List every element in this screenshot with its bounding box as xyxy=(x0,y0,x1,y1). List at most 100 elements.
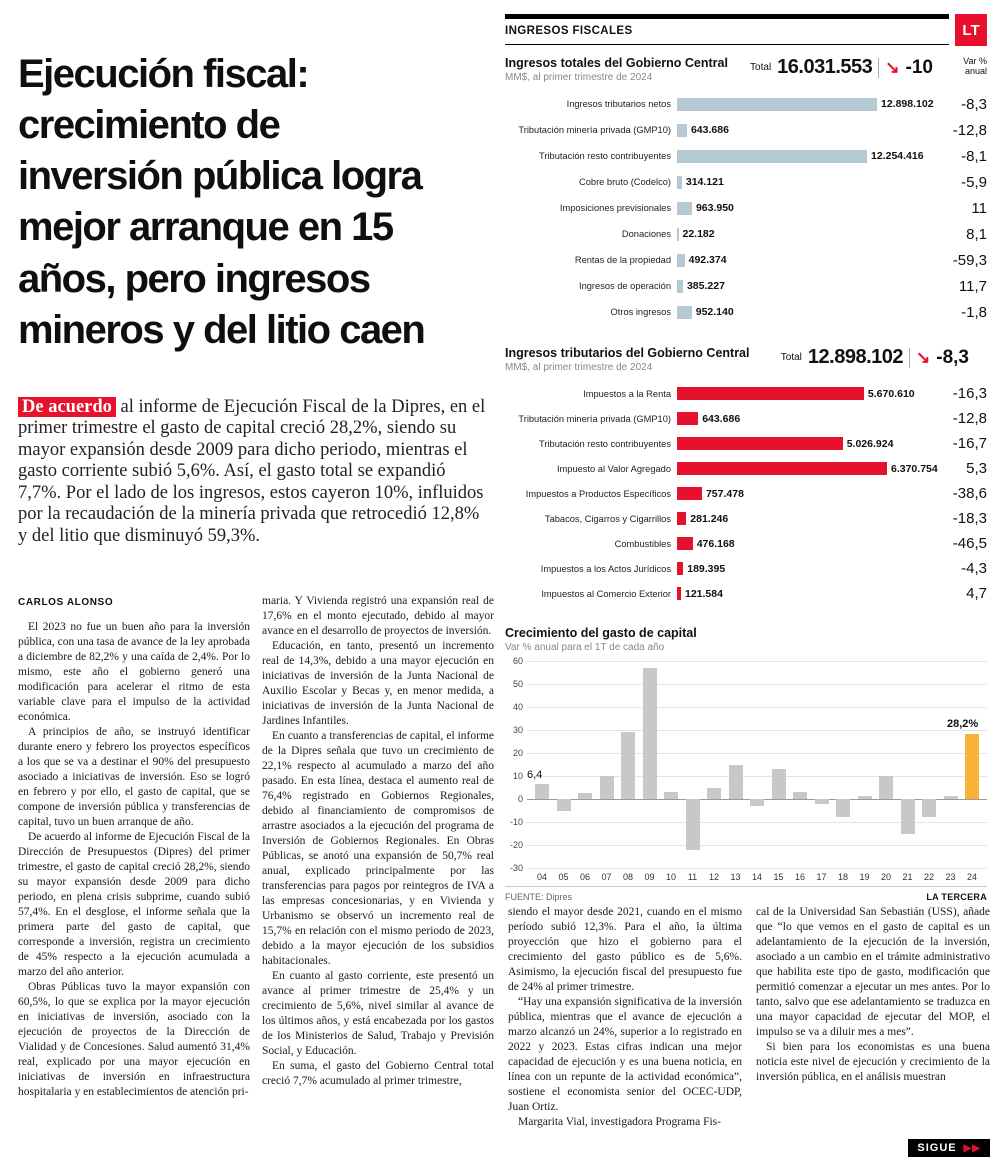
total-divider xyxy=(878,57,880,78)
chart-row: Tabacos, Cigarros y Cigarrillos 281.246 -1… xyxy=(505,506,987,531)
bar-label: Impuestos a los Actos Jurídicos xyxy=(540,563,671,574)
bar xyxy=(793,792,807,799)
lead-paragraph: De acuerdo al informe de Ejecución Fisca… xyxy=(18,396,488,548)
bar-area: 643.686 xyxy=(677,412,941,425)
bar-label: Tributación minería privada (GMP10) xyxy=(518,413,671,424)
bar xyxy=(922,799,936,818)
chart-row: Impuestos a la Renta 5.670.610 -16,3 xyxy=(505,381,987,406)
paragraph: A principios de año, se instruyó identif… xyxy=(18,726,250,828)
bar-label: Rentas de la propiedad xyxy=(574,255,671,265)
bar-label: Tributación minería privada (GMP10) xyxy=(518,125,671,135)
bar-area: 5.026.924 xyxy=(677,437,941,450)
paragraph: En cuanto a transferencias de capital, e… xyxy=(262,730,494,967)
bar xyxy=(677,253,685,267)
bar xyxy=(685,799,700,850)
chart-header: Ingresos tributarios del Gobierno Centra… xyxy=(505,346,987,373)
bar-value: 5.670.610 xyxy=(867,387,915,400)
var-percent: -12,8 xyxy=(952,121,987,139)
x-axis-tick: 13 xyxy=(730,872,741,882)
source-label: FUENTE: Dipres xyxy=(505,892,573,902)
x-axis-tick: 15 xyxy=(773,872,784,882)
var-percent: 5,3 xyxy=(966,460,987,477)
total-var: -8,3 xyxy=(936,346,969,368)
bar-area: 952.140 xyxy=(677,305,941,319)
chart-row: Tributación resto contribuyentes 5.026.92… xyxy=(505,431,987,456)
chart-title: Ingresos totales del Gobierno Central xyxy=(505,56,728,70)
x-axis-tick: 17 xyxy=(816,872,827,882)
paragraph: Educación, en tanto, presentó un increme… xyxy=(262,640,494,727)
var-percent: -16,3 xyxy=(952,385,987,402)
var-percent: -16,7 xyxy=(952,435,987,452)
y-axis-tick: 0 xyxy=(517,794,523,804)
gridline xyxy=(527,684,987,685)
bar-value: 476.168 xyxy=(696,537,735,550)
var-percent: -4,3 xyxy=(961,560,987,577)
bar xyxy=(677,412,699,425)
chart-row: Combustibles 476.168 -46,5 xyxy=(505,531,987,556)
section-top-rule xyxy=(505,14,949,19)
paragraph: maria. Y Vivienda registró una expansión… xyxy=(262,595,494,637)
bar-value: 281.246 xyxy=(690,512,729,525)
bar-area: 492.374 xyxy=(677,253,941,267)
bar xyxy=(535,784,549,799)
chart-title: Crecimiento del gasto de capital xyxy=(505,626,697,640)
bar-area: 385.227 xyxy=(677,279,941,293)
bar-area: 12.254.416 xyxy=(677,149,941,163)
bar-label: Ingresos de operación xyxy=(579,281,671,291)
total-var: -10 xyxy=(905,56,933,78)
bar xyxy=(814,799,829,804)
paragraph: cal de la Universidad San Sebastián (USS… xyxy=(756,906,990,1038)
paragraph: De acuerdo al informe de Ejecución Fisca… xyxy=(18,831,250,978)
var-percent: -5,9 xyxy=(961,173,987,191)
bar-value: 22.182 xyxy=(682,228,715,240)
bar xyxy=(677,537,693,550)
bar xyxy=(599,776,614,799)
bar-label: Impuestos al Comercio Exterior xyxy=(541,588,671,599)
bar-value: 314.121 xyxy=(685,176,724,188)
bar-label: Cobre bruto (Codelco) xyxy=(579,177,671,187)
bar-label: Donaciones xyxy=(621,229,671,239)
gridline xyxy=(527,822,987,823)
section-bottom-rule xyxy=(505,44,949,45)
bar-label: Impuestos a Productos Específicos xyxy=(525,488,671,499)
bar xyxy=(879,776,893,799)
var-percent: 4,7 xyxy=(966,585,987,602)
paragraph: Obras Públicas tuvo la mayor expansión c… xyxy=(18,981,250,1098)
y-axis-tick: -20 xyxy=(509,840,523,850)
bar xyxy=(677,123,687,137)
bar-label: Tributación resto contribuyentes xyxy=(539,151,671,161)
bar xyxy=(621,732,635,799)
y-axis-tick: -30 xyxy=(509,863,523,873)
var-percent: -1,8 xyxy=(961,303,987,321)
bar xyxy=(677,305,692,319)
chart-subtitle: Var % anual para el 1T de cada año xyxy=(505,642,665,653)
var-percent: 11,7 xyxy=(958,277,987,295)
bar xyxy=(677,227,679,241)
gridline xyxy=(527,776,987,777)
paragraph: siendo el mayor desde 2021, cuando en el… xyxy=(508,906,742,993)
credit-label: LA TERCERA xyxy=(926,892,987,902)
infographic: INGRESOS FISCALES LT Ingresos totales de… xyxy=(505,14,987,906)
chart-total: Total 12.898.102 ↘ -8,3 xyxy=(781,346,969,369)
bar xyxy=(677,175,682,189)
bar xyxy=(750,799,764,806)
bar-plot: 60 50 40 30 20 10 0 -10 -20 -30 04 05 06 07 08 09 10 11 12… xyxy=(505,656,987,887)
chart-row: Ingresos de operación 385.227 11,7 xyxy=(505,273,987,299)
chart-total: Total 16.031.553 ↘ -10 xyxy=(750,56,933,79)
gridline xyxy=(527,730,987,731)
first-bar-annotation: 6,4 xyxy=(527,769,543,782)
bar-value: 189.395 xyxy=(687,562,726,575)
y-axis-tick: 10 xyxy=(512,771,523,781)
chart-row: Tributación minería privada (GMP10) 643.6… xyxy=(505,117,987,143)
chart-row: Ingresos tributarios netos 12.898.102 -8,3 xyxy=(505,91,987,117)
lead-highlight: De acuerdo xyxy=(18,396,116,417)
chart-header: Ingresos totales del Gobierno Central MM… xyxy=(505,56,987,83)
gridline xyxy=(527,868,987,869)
bar-value: 121.584 xyxy=(685,587,723,600)
paragraph: En suma, el gasto del Gobierno Central t… xyxy=(262,1060,494,1087)
x-axis-tick: 10 xyxy=(665,872,676,882)
bar xyxy=(677,149,868,163)
body-column-4: cal de la Universidad San Sebastián (USS… xyxy=(756,905,990,1135)
gridline xyxy=(527,661,987,662)
bar-value: 963.950 xyxy=(695,202,734,214)
